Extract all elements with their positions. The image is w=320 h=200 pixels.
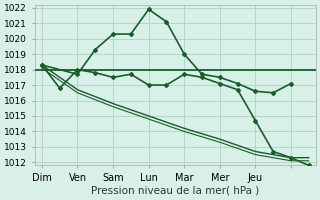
X-axis label: Pression niveau de la mer( hPa ): Pression niveau de la mer( hPa ) — [91, 186, 260, 196]
